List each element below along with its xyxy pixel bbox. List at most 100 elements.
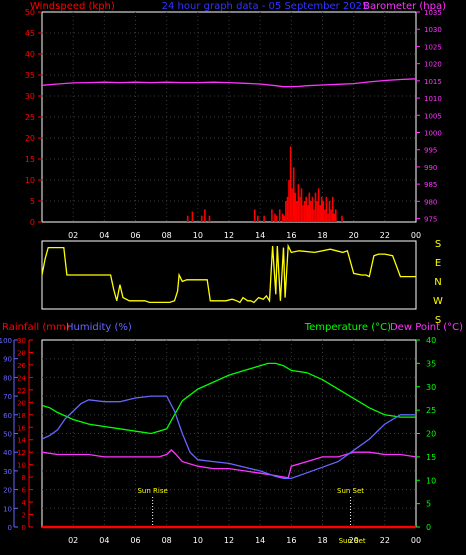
windspeed-bar xyxy=(306,205,309,222)
windspeed-axis-label: Windspeed (kph) xyxy=(30,1,115,12)
barometer-axis-label: Barometer (hpa) xyxy=(363,1,446,12)
y-tick-label: 90 xyxy=(3,356,12,364)
y-tick-label: 990 xyxy=(424,164,437,172)
y-tick-label: 4 xyxy=(22,499,27,507)
x-tick-label: 00 xyxy=(411,231,421,240)
windspeed-bar xyxy=(300,188,303,222)
y-tick-label: 20 xyxy=(426,430,436,439)
temperature-axis-label: Temperature (°C) xyxy=(304,322,391,333)
rainfall-axis-label: Rainfall (mm) xyxy=(2,322,70,333)
windspeed-bar xyxy=(283,215,286,222)
y-tick-label: 975 xyxy=(424,216,437,224)
windspeed-bar xyxy=(275,215,278,222)
y-tick-label: 2 xyxy=(22,512,26,520)
direction-label: E xyxy=(435,258,441,269)
x-tick-label: 12 xyxy=(224,536,234,545)
windspeed-bar xyxy=(319,205,321,222)
y-tick-label: 1005 xyxy=(424,112,442,120)
y-tick-label: 1015 xyxy=(424,78,442,86)
y-tick-label: 12 xyxy=(17,449,26,457)
direction-label: S xyxy=(435,315,441,326)
windspeed-bar xyxy=(308,192,311,222)
y-tick-label: 22 xyxy=(17,387,26,395)
y-tick-label: 25 xyxy=(25,113,35,122)
y-tick-label: 1010 xyxy=(424,95,442,103)
windspeed-bar xyxy=(328,201,331,222)
y-tick-label: 0 xyxy=(22,524,26,532)
y-tick-label: 1030 xyxy=(424,26,442,34)
windspeed-bar xyxy=(317,188,320,222)
windspeed-bar xyxy=(288,180,290,222)
x-tick-label: 08 xyxy=(162,231,172,240)
temperature-humidity-panel: Rainfall (mm) Humidity (%) Temperature (… xyxy=(0,322,463,545)
windspeed-bar xyxy=(282,213,284,222)
y-tick-label: 0 xyxy=(8,524,12,532)
windspeed-bar xyxy=(253,209,256,222)
y-tick-label: 30 xyxy=(25,92,35,101)
y-tick-label: 24 xyxy=(17,374,26,382)
x-tick-label: 02 xyxy=(68,231,78,240)
y-tick-label: 40 xyxy=(3,449,12,457)
windspeed-bar xyxy=(327,213,329,222)
sunset-label: Sun Set xyxy=(337,487,364,495)
x-tick-label: 14 xyxy=(255,231,265,240)
x-tick-label: 10 xyxy=(193,536,203,545)
x-tick-label: 04 xyxy=(99,536,109,545)
direction-label: W xyxy=(433,296,443,307)
x-tick-label: 12 xyxy=(224,231,234,240)
y-tick-label: 60 xyxy=(3,412,12,420)
windspeed-bar xyxy=(294,192,297,222)
dewpoint-axis-label: Dew Point (°C) xyxy=(390,322,463,333)
y-tick-label: 8 xyxy=(22,474,26,482)
windspeed-bar xyxy=(314,192,317,222)
windspeed-bar xyxy=(289,146,292,222)
wind-pressure-panel: 24 hour graph data - 05 September 2025 W… xyxy=(25,1,446,240)
x-tick-label: 14 xyxy=(255,536,265,545)
x-tick-label: 16 xyxy=(286,536,296,545)
windspeed-bar xyxy=(316,201,318,222)
y-tick-label: 0 xyxy=(30,218,35,227)
x-tick-label: 04 xyxy=(99,231,109,240)
windspeed-bar xyxy=(274,213,276,222)
x-tick-label: 02 xyxy=(68,536,78,545)
y-tick-label: 14 xyxy=(17,437,26,445)
windspeed-bar xyxy=(303,201,306,222)
windspeed-bar xyxy=(331,196,334,222)
y-tick-label: 10 xyxy=(426,476,436,485)
y-tick-label: 5 xyxy=(426,500,431,509)
direction-label: N xyxy=(434,277,441,288)
y-tick-label: 20 xyxy=(17,399,26,407)
windspeed-bar xyxy=(320,196,323,222)
sunset-label: Sun Set xyxy=(339,537,366,545)
x-tick-label: 18 xyxy=(317,536,327,545)
y-tick-label: 50 xyxy=(3,431,12,439)
windspeed-bar xyxy=(200,215,203,222)
y-tick-label: 35 xyxy=(25,71,35,80)
y-tick-label: 35 xyxy=(426,359,436,368)
x-tick-label: 20 xyxy=(349,536,359,545)
y-tick-label: 10 xyxy=(25,176,35,185)
windspeed-bar xyxy=(330,209,332,222)
windspeed-bar xyxy=(291,188,293,222)
windspeed-bar xyxy=(191,211,194,222)
y-tick-label: 70 xyxy=(3,393,12,401)
windspeed-bar xyxy=(297,184,300,222)
y-tick-label: 15 xyxy=(25,155,35,164)
windspeed-bar xyxy=(296,201,298,222)
y-tick-label: 40 xyxy=(426,336,436,345)
windspeed-bar xyxy=(310,201,312,222)
y-tick-label: 10 xyxy=(17,462,26,470)
y-tick-label: 30 xyxy=(17,337,26,345)
y-tick-label: 40 xyxy=(25,50,35,59)
chart-title: 24 hour graph data - 05 September 2025 xyxy=(162,1,369,12)
y-tick-label: 50 xyxy=(25,8,35,17)
windspeed-bar xyxy=(333,213,335,222)
y-tick-label: 5 xyxy=(30,197,35,206)
windspeed-bar xyxy=(299,196,301,222)
y-tick-label: 20 xyxy=(25,134,35,143)
windspeed-bar xyxy=(257,215,259,222)
dew-point-line xyxy=(41,448,417,479)
y-tick-label: 15 xyxy=(426,453,436,462)
